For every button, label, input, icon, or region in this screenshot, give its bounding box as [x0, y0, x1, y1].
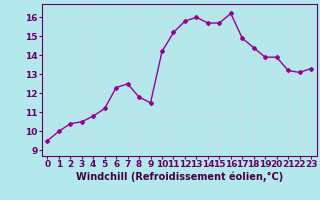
X-axis label: Windchill (Refroidissement éolien,°C): Windchill (Refroidissement éolien,°C) — [76, 172, 283, 182]
